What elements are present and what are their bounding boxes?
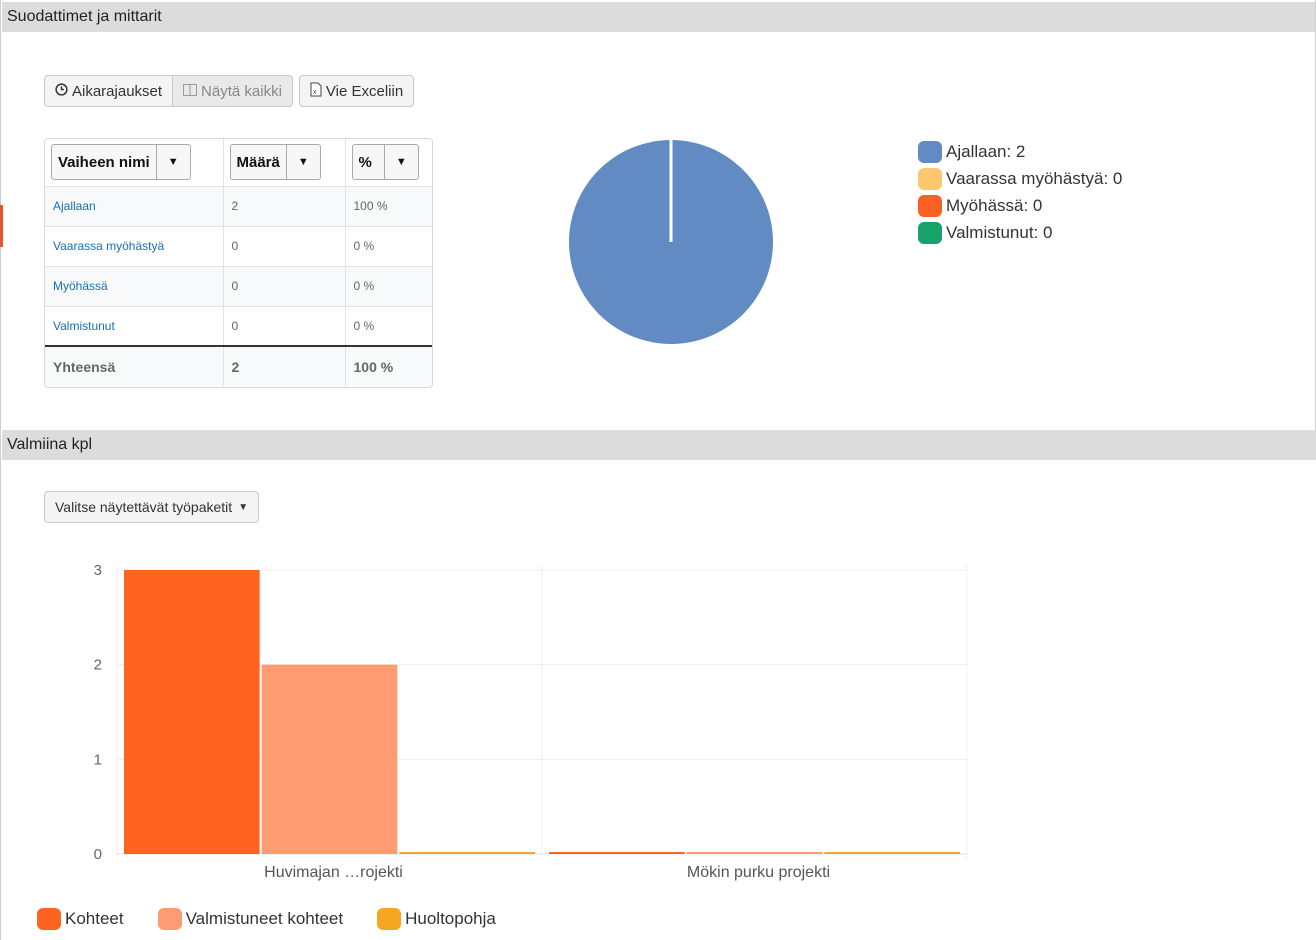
excel-file-icon: x [310, 82, 322, 101]
ready-bar-chart: 0 1 2 3 Huvimajan …rojekti Mökin purku projek… [94, 562, 968, 881]
work-package-select[interactable]: Valitse näytettävät työpaketit ▼ [44, 491, 260, 523]
legend-item[interactable]: Huoltopohja [377, 905, 496, 932]
legend-swatch [918, 194, 942, 217]
phase-link[interactable]: Ajallaan [45, 186, 224, 227]
total-label: Yhteensä [45, 345, 224, 386]
bar-legend: Kohteet Valmistuneet kohteet Huoltopohja [37, 905, 530, 932]
total-row: Yhteensä 2 100 % [45, 345, 432, 386]
phase-link[interactable]: Myöhässä [45, 266, 224, 307]
phase-link[interactable]: Vaarassa myöhästyä [45, 226, 224, 267]
legend-label: Ajallaan: 2 [946, 141, 1026, 161]
section-title: Suodattimet ja mittarit [7, 8, 162, 25]
legend-item[interactable]: Valmistunut: 0 [918, 219, 1122, 246]
legend-item[interactable]: Myöhässä: 0 [918, 192, 1122, 219]
legend-swatch [918, 140, 942, 163]
bar[interactable] [124, 570, 260, 854]
columns-icon [183, 83, 198, 100]
clock-icon [55, 82, 68, 100]
caret-down-icon: ▼ [238, 501, 249, 513]
legend-label: Huoltopohja [405, 908, 496, 928]
column-label: Määrä [236, 153, 280, 171]
caret-down-icon: ▼ [155, 145, 190, 180]
count-column-menu[interactable]: Määrä ▼ [229, 144, 321, 181]
column-label: % [358, 153, 372, 171]
phase-link[interactable]: Valmistunut [45, 306, 224, 347]
x-tick-label: Huvimajan …rojekti [264, 864, 403, 881]
table-row: Valmistunut 0 0 % [45, 306, 432, 347]
col-header-pct: % ▼ [345, 139, 432, 187]
col-header-phase: Vaiheen nimi ▼ [45, 139, 224, 187]
bar[interactable] [399, 852, 535, 854]
y-tick-label: 0 [94, 846, 102, 863]
toolbar: Aikarajaukset Näytä kaikki x Vie Excelii… [44, 75, 415, 107]
pct-cell: 0 % [345, 306, 432, 347]
export-label: Vie Exceliin [325, 82, 404, 100]
phase-grid: Vaiheen nimi ▼ Määrä ▼ % ▼ [44, 138, 433, 388]
count-cell: 2 [223, 186, 346, 227]
bar[interactable] [261, 664, 398, 854]
pct-cell: 0 % [345, 226, 432, 267]
x-tick-label: Mökin purku projekti [687, 864, 830, 881]
legend-item[interactable]: Ajallaan: 2 [918, 138, 1122, 165]
section-header-filters: Suodattimet ja mittarit [2, 2, 1316, 32]
pie-legend: Ajallaan: 2 Vaarassa myöhästyä: 0 Myöhäs… [918, 138, 1122, 246]
bar[interactable] [686, 852, 823, 854]
pct-column-menu[interactable]: % ▼ [351, 144, 419, 181]
bar[interactable] [824, 852, 960, 854]
show-all-label: Näytä kaikki [201, 82, 282, 100]
y-tick-label: 2 [94, 657, 102, 674]
y-tick-label: 1 [94, 751, 102, 768]
export-excel-button[interactable]: x Vie Exceliin [298, 75, 415, 107]
pct-cell: 0 % [345, 266, 432, 307]
legend-label: Kohteet [65, 908, 124, 928]
show-all-button[interactable]: Näytä kaikki [173, 75, 293, 107]
legend-swatch [918, 221, 942, 244]
legend-label: Valmistuneet kohteet [185, 908, 344, 928]
deadlines-button[interactable]: Aikarajaukset [44, 75, 174, 107]
table-row: Ajallaan 2 100 % [45, 186, 432, 227]
caret-down-icon: ▼ [383, 145, 418, 180]
bar[interactable] [549, 852, 685, 854]
column-label: Vaiheen nimi [58, 153, 150, 171]
col-header-count: Määrä ▼ [223, 139, 346, 187]
legend-swatch [157, 907, 182, 930]
count-cell: 0 [223, 266, 346, 307]
work-package-select-label: Valitse näytettävät työpaketit [55, 499, 233, 515]
legend-swatch [377, 907, 402, 930]
status-pie-chart [569, 140, 773, 344]
table-row: Myöhässä 0 0 % [45, 266, 432, 307]
svg-text:x: x [313, 89, 317, 96]
side-marker [0, 205, 3, 247]
legend-label: Vaarassa myöhästyä: 0 [946, 168, 1123, 188]
total-count: 2 [223, 345, 346, 386]
section-header-ready: Valmiina kpl [2, 430, 1316, 460]
caret-down-icon: ▼ [285, 145, 320, 180]
deadlines-label: Aikarajaukset [72, 82, 163, 100]
legend-item[interactable]: Valmistuneet kohteet [157, 905, 344, 932]
y-tick-label: 3 [94, 562, 102, 579]
pct-cell: 100 % [345, 186, 432, 227]
legend-swatch [37, 907, 61, 930]
legend-item[interactable]: Vaarassa myöhästyä: 0 [918, 165, 1122, 192]
count-cell: 0 [223, 306, 346, 347]
legend-label: Valmistunut: 0 [946, 222, 1053, 242]
total-pct: 100 % [345, 345, 432, 386]
count-cell: 0 [223, 226, 346, 267]
legend-item[interactable]: Kohteet [37, 905, 124, 932]
legend-label: Myöhässä: 0 [946, 195, 1043, 215]
section-title: Valmiina kpl [7, 436, 93, 453]
legend-swatch [918, 167, 942, 190]
table-row: Vaarassa myöhästyä 0 0 % [45, 226, 432, 267]
phase-column-menu[interactable]: Vaiheen nimi ▼ [51, 144, 191, 181]
